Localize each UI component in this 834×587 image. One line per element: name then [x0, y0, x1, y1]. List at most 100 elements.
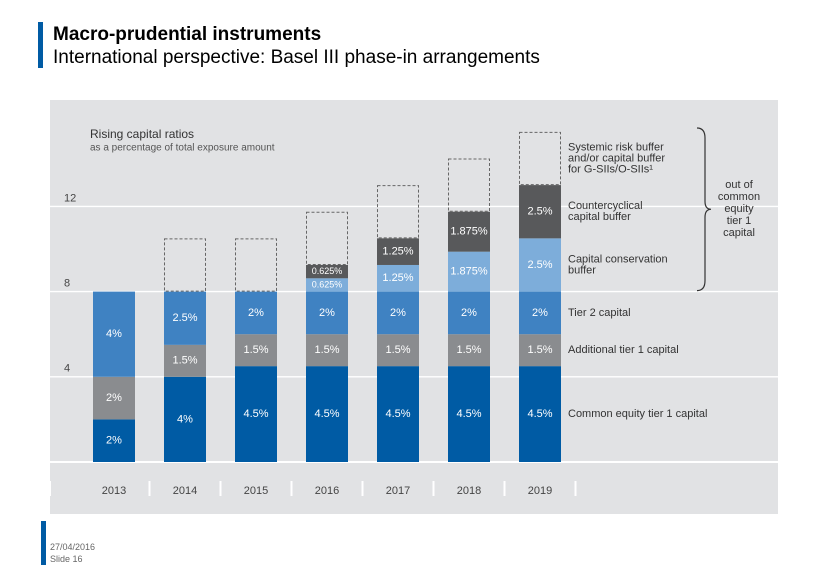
- brace-label: equity: [724, 203, 754, 215]
- buffer-brace: [696, 127, 712, 292]
- bar-segment-cet1: [235, 366, 277, 462]
- legend-label-systemic: Systemic risk buffer: [568, 141, 664, 153]
- brace-label: tier 1: [727, 215, 751, 227]
- y-tick-label: 8: [64, 278, 70, 290]
- x-tick-label: 2019: [528, 485, 552, 497]
- y-tick-label: 12: [64, 192, 76, 204]
- bar-segment-cet1: [306, 366, 348, 462]
- brace-label: out of: [725, 179, 753, 191]
- footer-accent-bar: [41, 521, 46, 565]
- data-label-conservation: 1.25%: [382, 272, 413, 284]
- bar-segment-cet1: [93, 419, 135, 462]
- chart-subtitle: as a percentage of total exposure amount: [90, 143, 275, 154]
- footer-slide-number: Slide 16: [50, 554, 83, 564]
- bar-segment-conservation: [448, 251, 490, 292]
- bar-segment-cet1: [448, 366, 490, 462]
- bar-segment-at1: [519, 334, 561, 367]
- x-tick-label: 2016: [315, 485, 339, 497]
- bar-segment-tier2: [377, 291, 419, 335]
- data-label-tier2: 2%: [461, 307, 477, 319]
- bar-segment-countercyclical: [306, 264, 348, 279]
- data-label-cet1: 4.5%: [314, 408, 339, 420]
- data-label-countercyclical: 0.625%: [312, 266, 343, 276]
- bar-segment-systemic: [519, 131, 561, 186]
- data-label-tier2: 2%: [390, 307, 406, 319]
- bar-segment-tier2: [164, 291, 206, 345]
- data-label-tier2: 4%: [106, 328, 122, 340]
- legend-label-conservation: buffer: [568, 264, 596, 276]
- data-label-conservation: 1.875%: [450, 266, 488, 278]
- data-label-countercyclical: 1.875%: [450, 226, 488, 238]
- bar-segment-tier2: [519, 291, 561, 335]
- bar-segment-countercyclical: [448, 211, 490, 252]
- x-tick-label: 2015: [244, 485, 268, 497]
- data-label-at1: 1.5%: [456, 344, 481, 356]
- bar-segment-at1: [164, 344, 206, 377]
- footer-date: 27/04/2016: [50, 542, 96, 552]
- chart-title: Rising capital ratios: [90, 127, 194, 141]
- data-label-countercyclical: 2.5%: [527, 206, 552, 218]
- data-label-at1: 1.5%: [172, 355, 197, 367]
- x-tick-label: 2013: [102, 485, 126, 497]
- data-label-tier2: 2%: [532, 307, 548, 319]
- bar-segment-conservation: [519, 238, 561, 292]
- data-label-conservation: 0.625%: [312, 279, 343, 289]
- data-label-cet1: 4%: [177, 413, 193, 425]
- bar-segment-conservation: [306, 278, 348, 292]
- bar-segment-conservation: [377, 264, 419, 292]
- legend-label-systemic: and/or capital buffer: [568, 152, 665, 164]
- data-label-tier2: 2%: [319, 307, 335, 319]
- bar-segment-countercyclical: [377, 238, 419, 265]
- data-label-at1: 2%: [106, 392, 122, 404]
- bar-segment-at1: [448, 334, 490, 367]
- data-label-cet1: 4.5%: [243, 408, 268, 420]
- slide-title: Macro-prudential instruments: [53, 24, 322, 45]
- data-label-conservation: 2.5%: [527, 259, 552, 271]
- legend-label-conservation: Capital conservation: [568, 253, 668, 265]
- bar-segment-cet1: [164, 376, 206, 462]
- chart-panel: 4 8 12 Rising capital ratios as a percentage…: [50, 100, 778, 514]
- data-label-tier2: 2%: [248, 307, 264, 319]
- bar-segment-systemic: [164, 238, 206, 292]
- bar-segment-tier2: [306, 291, 348, 335]
- bar-segment-systemic: [377, 185, 419, 239]
- legend-label-tier2: Tier 2 capital: [568, 307, 631, 319]
- legend-label-countercyclical: capital buffer: [568, 211, 631, 223]
- brace-label: capital: [723, 227, 755, 239]
- data-label-at1: 1.5%: [527, 344, 552, 356]
- bar-segment-cet1: [519, 366, 561, 462]
- x-tick-label: 2018: [457, 485, 481, 497]
- data-label-at1: 1.5%: [385, 344, 410, 356]
- data-label-at1: 1.5%: [243, 344, 268, 356]
- data-label-at1: 1.5%: [314, 344, 339, 356]
- bar-segment-systemic: [306, 211, 348, 265]
- bar-segment-cet1: [377, 366, 419, 462]
- legend-label-at1: Additional tier 1 capital: [568, 344, 679, 356]
- legend-label-countercyclical: Countercyclical: [568, 200, 643, 212]
- bar-segment-at1: [306, 334, 348, 367]
- data-label-countercyclical: 1.25%: [382, 246, 413, 258]
- bar-segment-countercyclical: [519, 185, 561, 239]
- data-label-cet1: 4.5%: [385, 408, 410, 420]
- bar-segment-tier2: [93, 291, 135, 377]
- data-label-tier2: 2.5%: [172, 312, 197, 324]
- x-tick-label: 2017: [386, 485, 410, 497]
- bar-segment-at1: [235, 334, 277, 367]
- bar-segment-at1: [377, 334, 419, 367]
- y-tick-label: 4: [64, 363, 70, 375]
- title-accent-bar: [38, 22, 43, 68]
- bar-segment-systemic: [235, 238, 277, 292]
- bar-segment-at1: [93, 376, 135, 420]
- brace-label: common: [718, 191, 760, 203]
- capital-ratios-chart: 4 8 12 Rising capital ratios as a percentage…: [50, 100, 778, 514]
- bar-segment-systemic: [448, 158, 490, 212]
- bar-segment-tier2: [235, 291, 277, 335]
- data-label-cet1: 4.5%: [456, 408, 481, 420]
- legend-label-systemic: for G-SIIs/O-SIIs¹: [568, 163, 653, 175]
- data-label-cet1: 4.5%: [527, 408, 552, 420]
- x-tick-label: 2014: [173, 485, 197, 497]
- bar-segment-tier2: [448, 291, 490, 335]
- slide-subtitle: International perspective: Basel III pha…: [53, 47, 540, 68]
- legend-label-cet1: Common equity tier 1 capital: [568, 408, 707, 420]
- data-label-cet1: 2%: [106, 435, 122, 447]
